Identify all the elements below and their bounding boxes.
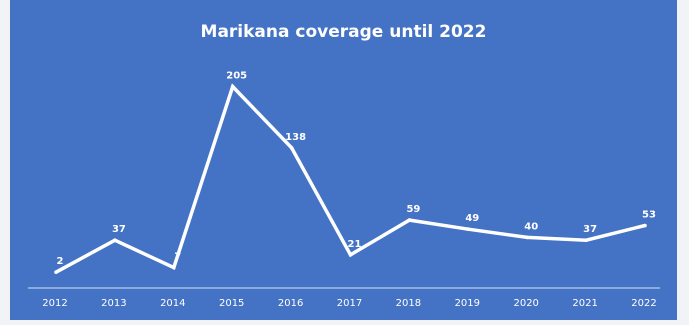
data-point <box>54 270 58 274</box>
x-tick-label: 2017 <box>337 298 362 309</box>
data-point <box>525 235 529 240</box>
data-point <box>230 84 235 89</box>
data-label: 49 <box>465 213 479 224</box>
x-tick-label: 2013 <box>101 298 126 309</box>
data-label: 59 <box>406 204 420 215</box>
chart-area: Marikana coverage until 2022 2 37 7 205 138 2… <box>10 0 677 320</box>
data-label: 53 <box>642 210 656 221</box>
data-label: 40 <box>524 221 538 232</box>
data-point <box>584 238 588 242</box>
data-label: 21 <box>348 239 362 250</box>
data-point <box>643 223 647 228</box>
x-tick-label: 2012 <box>42 298 67 309</box>
x-tick-label: 2021 <box>572 298 597 309</box>
data-label: 7 <box>174 252 181 263</box>
data-label: 138 <box>285 132 306 143</box>
line-chart: 2 37 7 205 138 21 59 49 40 37 53 2012 2013 2014 2015 20… <box>28 71 660 309</box>
chart-title: Marikana coverage until 2022 <box>200 22 487 42</box>
data-label: 37 <box>112 224 126 235</box>
data-label: 37 <box>583 224 597 235</box>
x-tick-label: 2019 <box>455 298 480 309</box>
data-point <box>113 238 117 242</box>
x-tick-label: 2020 <box>513 298 538 309</box>
data-point <box>466 227 471 231</box>
data-point <box>348 253 353 257</box>
x-tick-label: 2016 <box>278 298 303 309</box>
data-label: 205 <box>226 71 247 82</box>
data-point <box>407 218 412 222</box>
x-tick-label: 2015 <box>219 298 244 309</box>
x-tick-label: 2014 <box>160 298 185 309</box>
x-tick-label: 2018 <box>396 298 421 309</box>
data-label: 2 <box>57 256 64 267</box>
data-point <box>172 265 176 270</box>
x-tick-label: 2022 <box>631 298 656 309</box>
data-point <box>289 146 294 150</box>
